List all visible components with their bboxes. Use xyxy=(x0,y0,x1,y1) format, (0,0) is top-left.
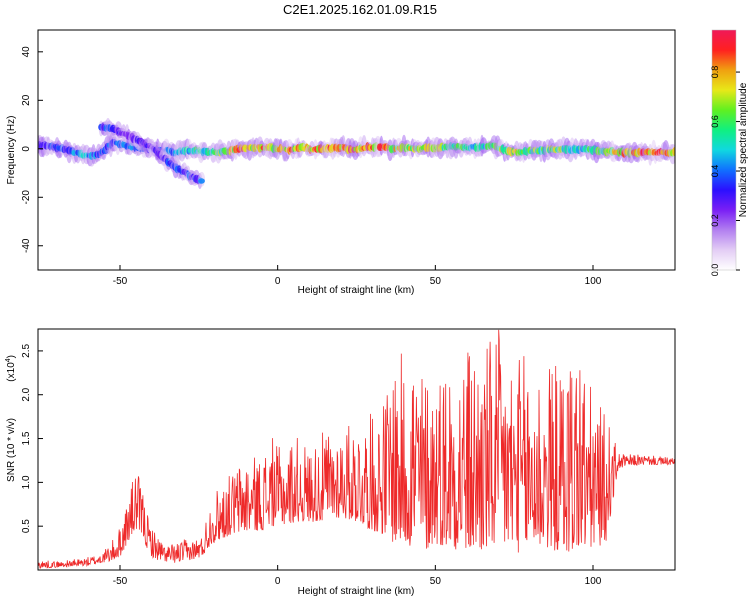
colorbar-tick-label: 0.4 xyxy=(710,165,720,178)
colorbar-tick-label: 0.0 xyxy=(710,264,720,277)
snr-y-tick-label: 1.5 xyxy=(21,431,32,445)
spectrogram-x-tick-label: -50 xyxy=(113,276,128,287)
spectrogram-core-cell xyxy=(672,147,675,156)
spectrogram-y-tick-label: -20 xyxy=(21,190,32,205)
spectrogram-y-tick-label: 20 xyxy=(21,94,32,106)
spectrogram-frame xyxy=(37,29,676,271)
spectrogram-x-tick-label: 0 xyxy=(275,276,281,287)
spectrogram-x-ticks: -50 0 50 100 xyxy=(113,265,602,287)
snr-y-ticks: 0.5 1.0 1.5 2.0 2.5 xyxy=(21,344,43,533)
snr-series xyxy=(38,329,675,569)
snr-y-tick-label: 0.5 xyxy=(21,519,32,533)
snr-panel: -50 0 50 100 0.5 1.0 1.5 2.0 2.5 Height of stra… xyxy=(5,328,676,597)
snr-x-tick-label: 50 xyxy=(430,576,442,587)
colorbar-ticks: 0.0 0.2 0.4 0.6 0.8 xyxy=(710,66,740,276)
spectrogram-x-axis-label: Height of straight line (km) xyxy=(298,285,415,296)
spectrogram-heatmap xyxy=(38,118,675,189)
snr-x-axis-label: Height of straight line (km) xyxy=(298,586,415,597)
spectrogram-y-axis-label: Frequency (Hz) xyxy=(6,116,17,185)
spectrogram-panel: -50 0 50 100 40 20 0 -20 -40 Height of straight… xyxy=(6,29,676,296)
spectrogram-x-tick-label: 50 xyxy=(430,276,442,287)
snr-x-tick-label: -50 xyxy=(113,576,128,587)
snr-y-multiplier-close: ) xyxy=(6,355,17,358)
spectrogram-y-ticks: 40 20 0 -20 -40 xyxy=(21,46,43,253)
snr-x-ticks: -50 0 50 100 xyxy=(113,565,602,587)
snr-y-axis-label: SNR (10 * v/v) xyxy=(6,418,17,482)
svg-text:(x104): (x104) xyxy=(5,355,17,382)
snr-line xyxy=(38,329,675,569)
spectrogram-y-tick-label: 0 xyxy=(21,146,32,152)
snr-x-tick-label: 100 xyxy=(585,576,602,587)
colorbar-scale xyxy=(712,30,736,270)
snr-x-tick-label: 0 xyxy=(275,576,281,587)
snr-y-tick-label: 2.5 xyxy=(21,344,32,358)
snr-frame xyxy=(37,328,676,571)
figure-title: C2E1.2025.162.01.09.R15 xyxy=(283,2,437,17)
spectrogram-core-cell xyxy=(198,178,205,184)
colorbar-tick-label: 0.8 xyxy=(710,66,720,79)
snr-y-tick-label: 2.0 xyxy=(21,387,32,401)
spectrogram-x-tick-label: 100 xyxy=(585,276,602,287)
colorbar-label: Normalized spectral amplitude xyxy=(738,82,749,217)
snr-y-multiplier: (x104) xyxy=(5,355,17,382)
colorbar: 0.0 0.2 0.4 0.6 0.8 Normalized spectral ampl… xyxy=(710,29,749,276)
colorbar-tick-label: 0.6 xyxy=(710,115,720,128)
spectrogram-y-tick-label: 40 xyxy=(21,46,32,58)
colorbar-frame xyxy=(711,29,737,271)
colorbar-tick-label: 0.2 xyxy=(710,214,720,227)
snr-y-multiplier-exponent: 4 xyxy=(5,358,12,362)
snr-y-multiplier-base: (x10 xyxy=(6,362,17,382)
spectrogram-y-tick-label: -40 xyxy=(21,238,32,253)
snr-y-tick-label: 1.0 xyxy=(21,475,32,489)
